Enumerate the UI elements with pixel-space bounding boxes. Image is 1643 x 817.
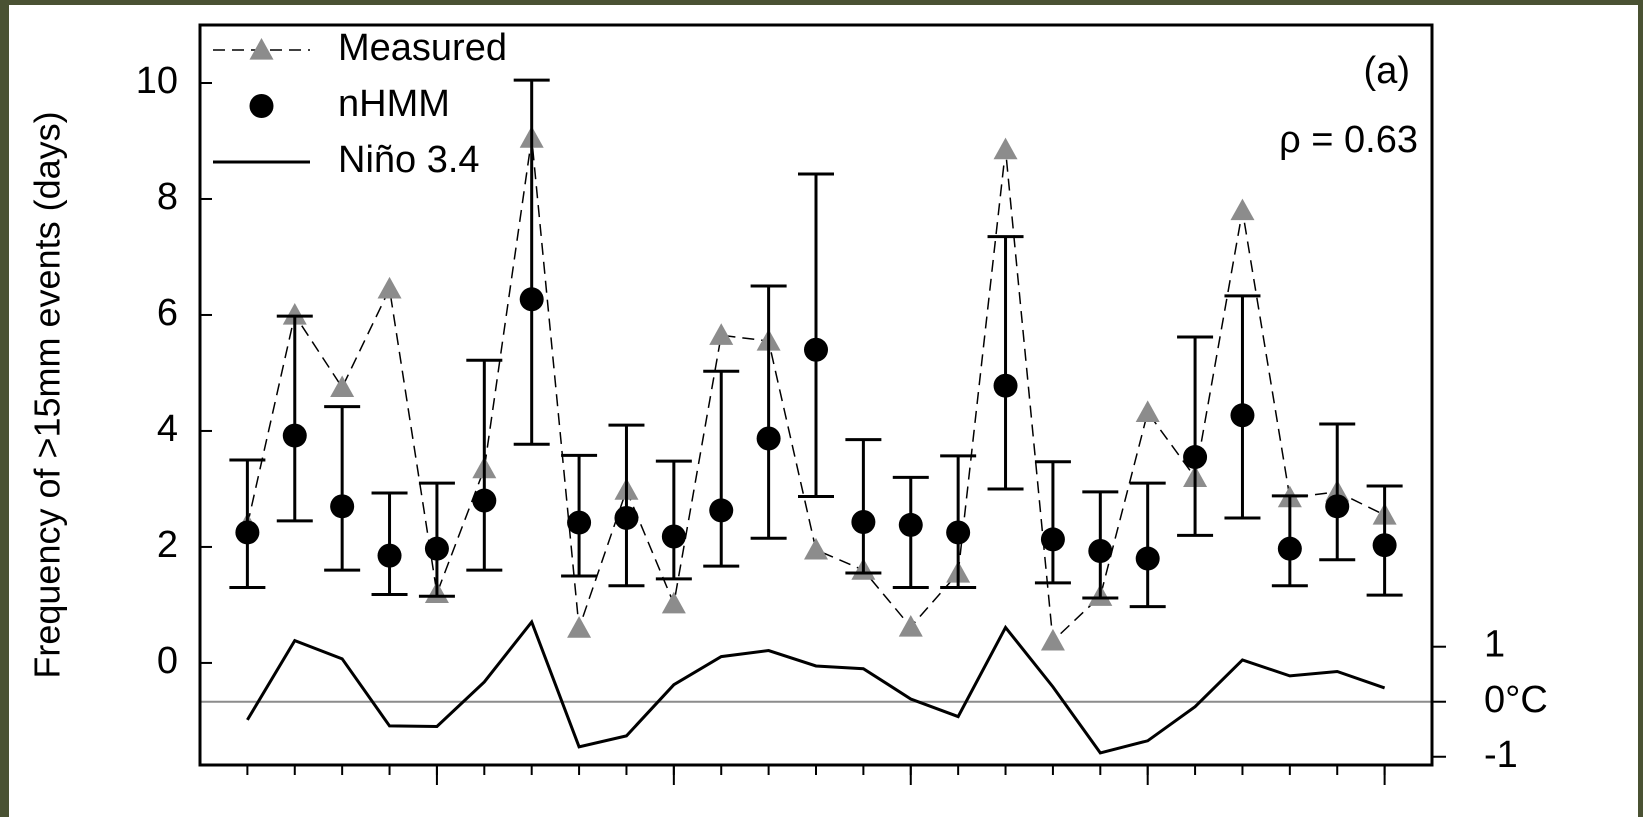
circle-marker (1230, 403, 1255, 428)
y-tick-label: 8 (157, 176, 178, 218)
circle-marker (851, 510, 876, 535)
circle-marker (1088, 539, 1113, 564)
triangle-marker (709, 323, 734, 345)
circle-marker (756, 426, 781, 451)
circle-marker (614, 505, 639, 530)
circle-marker (567, 510, 592, 535)
circle-marker (377, 543, 402, 568)
circle-marker (330, 494, 355, 519)
y2-tick-label: -1 (1484, 734, 1518, 776)
circle-marker (709, 498, 734, 523)
circle-marker (1277, 536, 1302, 561)
y2-tick-label: 0°C (1484, 679, 1548, 721)
circle-marker (519, 287, 544, 312)
error-bar (798, 172, 834, 498)
error-bar (750, 284, 787, 540)
correlation-annotation: ρ = 0.63 (1279, 119, 1418, 161)
triangle-marker (282, 302, 307, 325)
circle-marker (993, 373, 1018, 398)
error-bar (608, 423, 645, 588)
y-tick-label: 0 (157, 640, 178, 682)
circle-marker (282, 423, 307, 448)
y-tick-label: 4 (157, 408, 178, 450)
triangle-marker (1135, 400, 1160, 422)
series-line (246, 618, 1386, 755)
legend-label: Measured (338, 27, 507, 69)
error-bar (1129, 481, 1166, 609)
circle-marker (424, 536, 449, 561)
triangle-marker (804, 537, 828, 560)
error-bar (845, 438, 882, 575)
error-bar (276, 314, 313, 523)
y-tick-label: 10 (136, 60, 178, 102)
error-bar (466, 358, 503, 572)
circle-marker (804, 337, 828, 362)
error-bar (1177, 335, 1214, 537)
triangle-marker (1040, 628, 1065, 651)
error-bar (1034, 460, 1071, 585)
triangle-marker (1230, 198, 1255, 221)
legend-marker (249, 94, 274, 118)
y-tick-label: 6 (157, 292, 178, 334)
legend-marker (249, 38, 274, 60)
circle-marker (661, 524, 686, 549)
triangle-marker (567, 616, 592, 638)
circle-marker (235, 520, 260, 545)
circle-marker (898, 512, 923, 537)
y-axis-label: Frequency of >15mm events (days) (27, 111, 68, 678)
circle-marker (472, 488, 497, 513)
y-tick-label: 2 (157, 524, 178, 566)
error-bar (987, 235, 1024, 491)
triangle-marker (330, 375, 355, 398)
circle-marker (946, 520, 971, 545)
error-bar (324, 405, 361, 572)
plot-frame (198, 23, 1434, 767)
error-bar (1319, 422, 1356, 562)
circle-marker (1372, 533, 1397, 558)
circle-marker (1325, 494, 1350, 519)
triangle-marker (661, 591, 686, 614)
error-bar (703, 369, 740, 568)
circle-marker (1040, 527, 1065, 552)
error-bar (513, 78, 550, 446)
circle-marker (1183, 445, 1208, 470)
triangle-marker (898, 614, 923, 637)
panel-label: (a) (1364, 50, 1410, 92)
circle-marker (1135, 546, 1160, 571)
error-bar (655, 459, 692, 581)
legend-label: Niño 3.4 (338, 139, 480, 181)
triangle-marker (377, 276, 402, 299)
legend-label: nHMM (338, 83, 450, 125)
y2-tick-label: 1 (1484, 624, 1505, 666)
triangle-marker (993, 137, 1018, 160)
